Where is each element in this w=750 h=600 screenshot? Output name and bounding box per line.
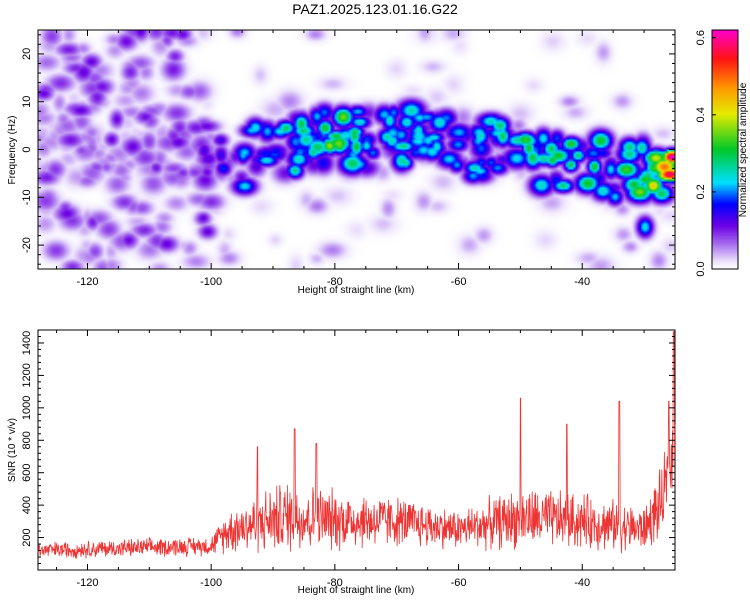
snr-x-axis-label: Height of straight line (km) — [298, 585, 415, 596]
colorbar-ticks: 0.0 0.2 0.4 0.6 — [695, 30, 716, 277]
snr-y-tick-label: 1000 — [21, 396, 33, 420]
snr-x-tick-label: -120 — [76, 577, 98, 589]
heatmap-y-ticks: -20 -10 0 10 20 — [21, 34, 675, 265]
snr-y-axis-label: SNR (10 * v/v) — [7, 418, 18, 482]
heatmap-y-tick-label: 0 — [21, 146, 33, 152]
snr-y-tick-label: 1400 — [21, 331, 33, 355]
heatmap-y-tick-label: -20 — [21, 237, 33, 253]
snr-y-tick-label: 400 — [21, 496, 33, 514]
snr-y-tick-label: 1200 — [21, 363, 33, 387]
figure-title: PAZ1.2025.123.01.16.G22 — [292, 1, 458, 17]
snr-frame — [37, 329, 676, 571]
heatmap-y-axis-label: Frequency (Hz) — [7, 116, 18, 185]
snr-x-ticks: -120 -100 -80 -60 -40 — [56, 330, 676, 589]
colorbar-tick-label: 0.2 — [695, 184, 707, 199]
heatmap-x-tick-label: -60 — [451, 276, 467, 288]
snr-y-ticks: 200 400 600 800 1000 1200 1400 — [21, 329, 675, 571]
colorbar-label: Normalized spectral amplitude — [738, 82, 749, 217]
heatmap-x-ticks: -120 -100 -80 -60 -40 — [56, 30, 676, 288]
snr-x-tick-label: -40 — [574, 577, 590, 589]
heatmap-x-tick-label: -40 — [574, 276, 590, 288]
colorbar: 0.0 0.2 0.4 0.6 Normalized spectral amplitu… — [695, 29, 749, 277]
snr-x-tick-label: -100 — [200, 577, 222, 589]
heatmap-x-tick-label: -120 — [76, 276, 98, 288]
colorbar-tick-label: 0.4 — [695, 107, 707, 122]
snr-x-tick-label: -80 — [327, 577, 343, 589]
colorbar-tick-label: 0.6 — [695, 30, 707, 45]
heatmap-x-tick-label: -80 — [327, 276, 343, 288]
snr-y-tick-label: 200 — [21, 528, 33, 546]
heatmap-image — [38, 30, 675, 269]
snr-y-tick-label: 600 — [21, 464, 33, 482]
heatmap-y-tick-label: 20 — [21, 48, 33, 60]
snr-series-line — [37, 331, 676, 559]
heatmap-x-tick-label: -100 — [200, 276, 222, 288]
colorbar-gradient — [712, 30, 738, 269]
snr-x-tick-label: -60 — [451, 577, 467, 589]
snr-y-tick-label: 800 — [21, 431, 33, 449]
snr-panel: -120 -100 -80 -60 -40 200 400 600 800 1000 1200 14… — [7, 329, 676, 596]
colorbar-frame — [711, 29, 739, 270]
heatmap-y-tick-label: 10 — [21, 96, 33, 108]
heatmap-y-tick-label: -10 — [21, 189, 33, 205]
colorbar-tick-label: 0.0 — [695, 261, 707, 276]
heatmap-x-axis-label: Height of straight line (km) — [298, 285, 415, 296]
